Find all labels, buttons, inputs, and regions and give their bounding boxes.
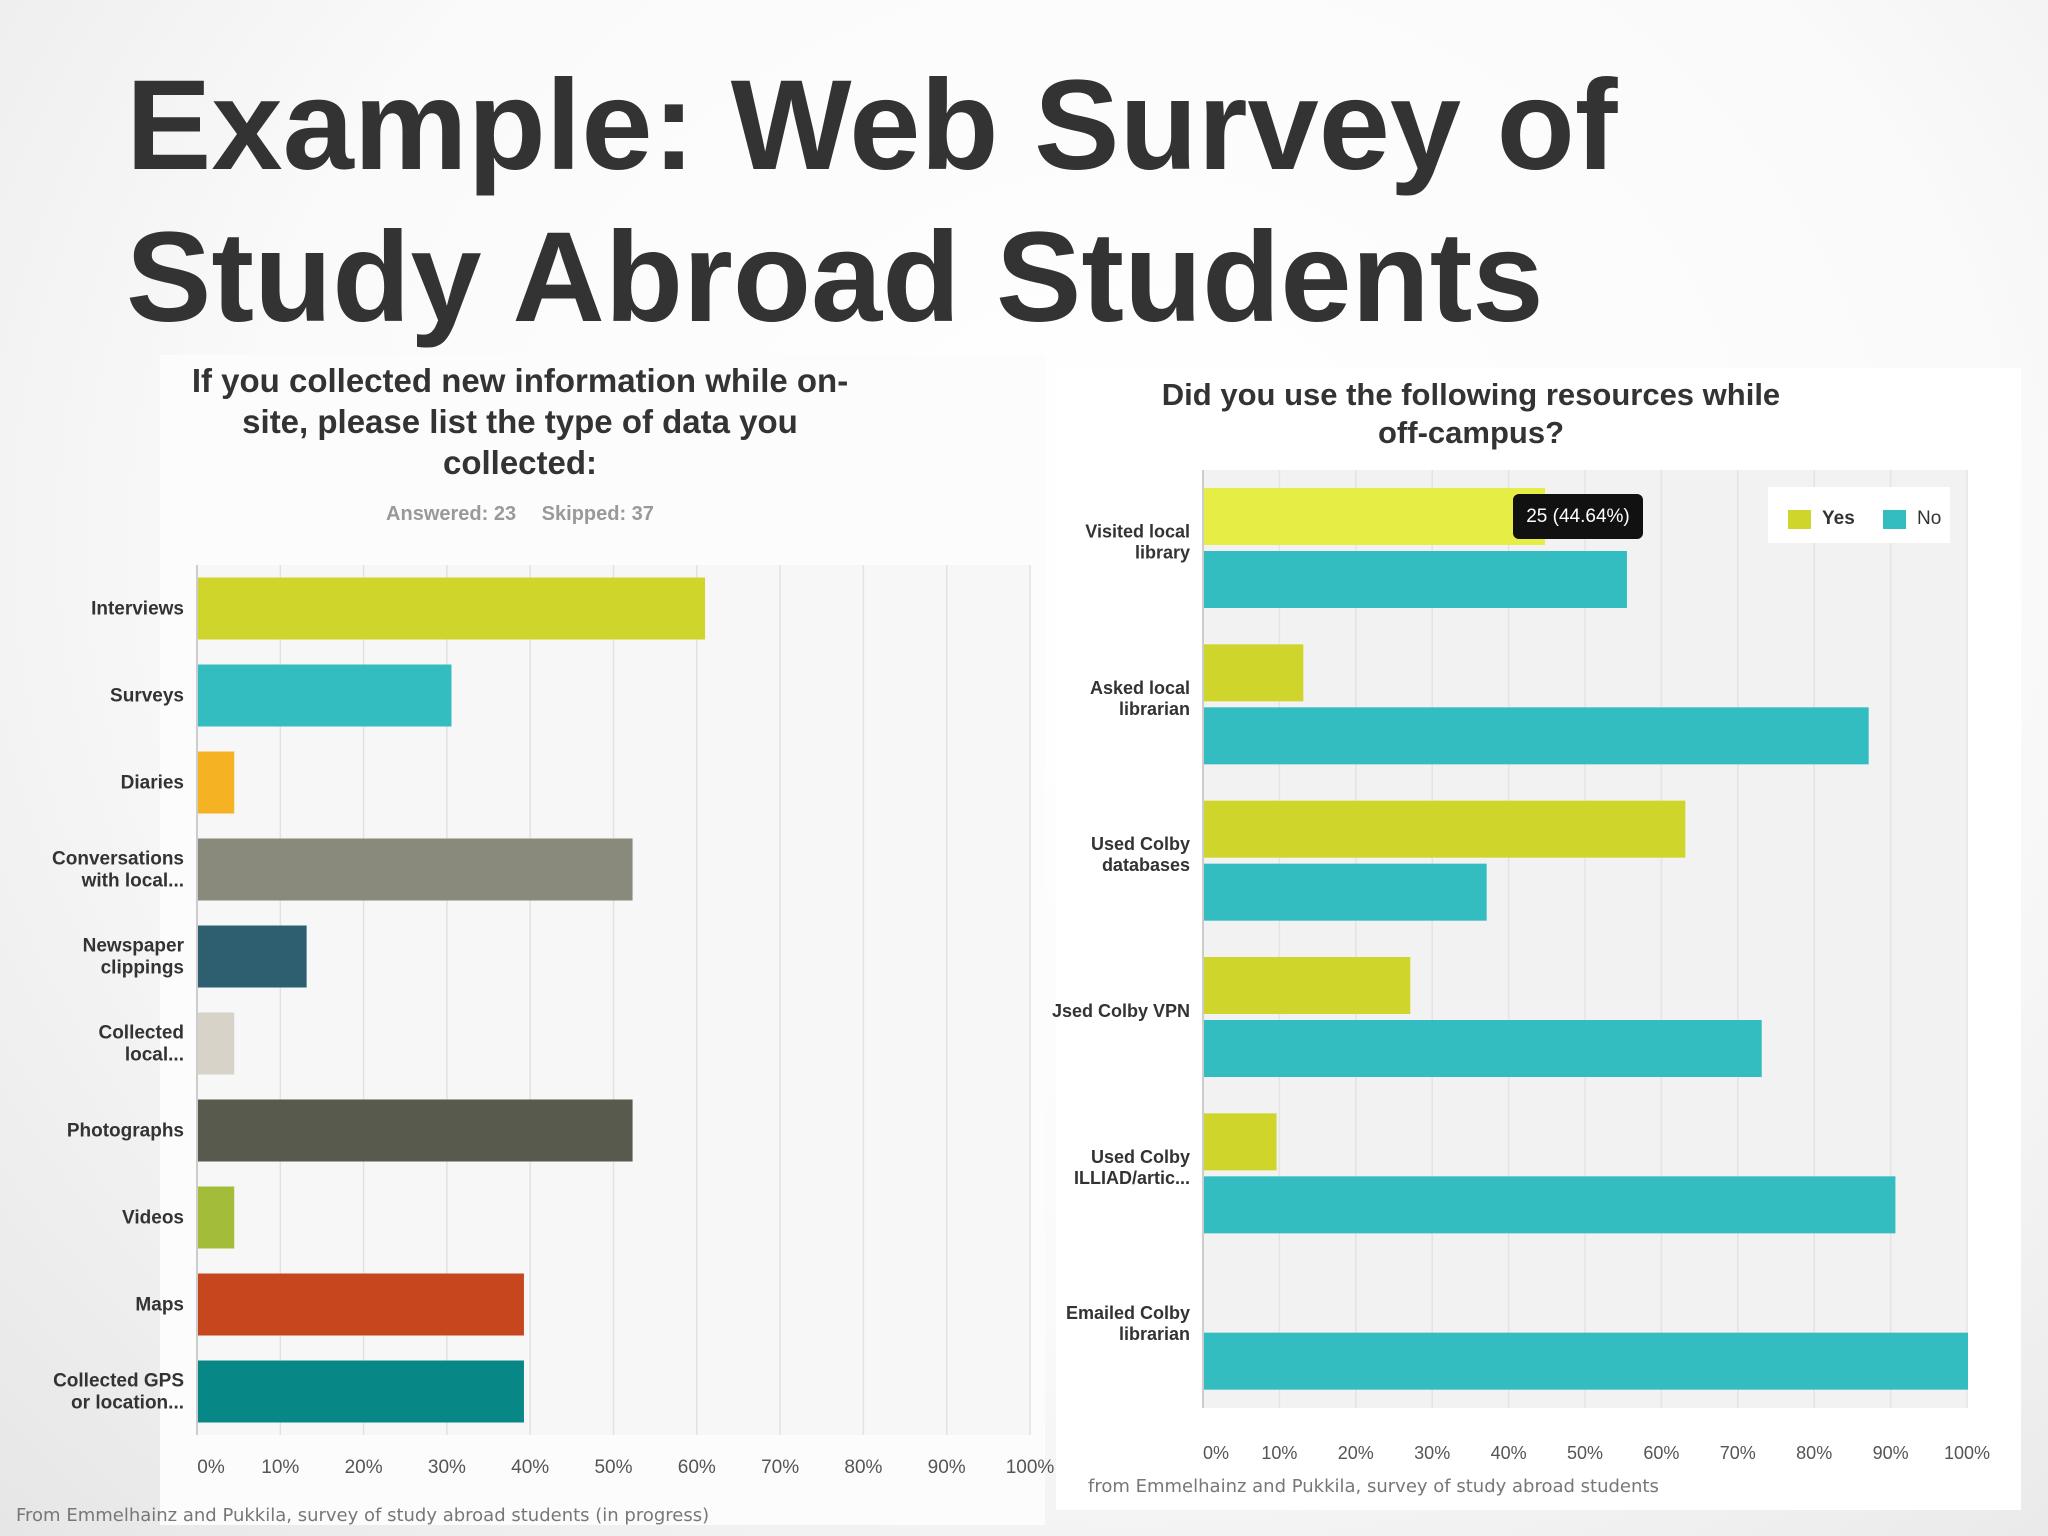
right-category-label: Used Colby databases bbox=[1091, 834, 1190, 875]
right-chart: Visited local library Asked local librarian… bbox=[1052, 470, 1990, 1463]
bar-tooltip: 25 (44.64%) bbox=[1513, 494, 1643, 539]
response-counts: Answered: 23 Skipped: 37 bbox=[160, 503, 880, 526]
left-chart-title-line-1: If you collected new information while o… bbox=[191, 362, 849, 399]
right-tick-label: 90% bbox=[1873, 1443, 1909, 1463]
right-chart-title: Did you use the following resources whil… bbox=[1066, 376, 1876, 452]
left-category-label: Photographs bbox=[67, 1121, 184, 1142]
right-category-label: Emailed Colby librarian bbox=[1066, 1303, 1190, 1344]
slide-title-line-2: Study Abroad Students bbox=[126, 206, 1544, 349]
right-category-label: Used Colby ILLIAD/artic... bbox=[1074, 1147, 1190, 1188]
legend-swatch-no bbox=[1883, 510, 1906, 529]
right-bar-no bbox=[1204, 1020, 1762, 1077]
left-tick-label: 90% bbox=[928, 1457, 966, 1478]
left-tick-label: 50% bbox=[594, 1457, 632, 1478]
right-bar-no bbox=[1204, 1176, 1896, 1234]
right-chart-title-line-2: off-campus? bbox=[1378, 415, 1564, 450]
left-tick-label: 40% bbox=[511, 1457, 549, 1478]
right-chart-source: from Emmelhainz and Pukkila, survey of s… bbox=[1088, 1476, 1659, 1497]
slide-title-line-1: Example: Web Survey of bbox=[126, 54, 1618, 197]
right-tick-label: 60% bbox=[1643, 1443, 1679, 1463]
left-bar bbox=[198, 1273, 524, 1336]
legend-swatch-yes bbox=[1788, 510, 1811, 529]
left-bar bbox=[198, 925, 307, 988]
right-category-label: Jsed Colby VPN bbox=[1052, 1001, 1190, 1021]
left-bar bbox=[198, 577, 706, 640]
right-tick-label: 70% bbox=[1720, 1443, 1756, 1463]
right-tick-label: 50% bbox=[1567, 1443, 1603, 1463]
tooltip-text: 25 (44.64%) bbox=[1526, 506, 1630, 527]
left-tick-label: 0% bbox=[197, 1457, 225, 1478]
left-category-label: Diaries bbox=[121, 773, 184, 794]
left-category-label: Newspaper clippings bbox=[83, 936, 185, 979]
left-chart-title: If you collected new information while o… bbox=[160, 360, 880, 483]
right-tick-label: 30% bbox=[1414, 1443, 1450, 1463]
left-category-label: Surveys bbox=[110, 686, 184, 707]
slide-title: Example: Web Survey of Study Abroad Stud… bbox=[126, 50, 1826, 354]
right-tick-label: 0% bbox=[1203, 1443, 1229, 1463]
right-bar-yes bbox=[1204, 957, 1411, 1014]
left-tick-label: 10% bbox=[261, 1457, 299, 1478]
left-bar bbox=[198, 664, 452, 727]
legend-label-no: No bbox=[1917, 508, 1941, 529]
right-bar-yes bbox=[1204, 800, 1686, 858]
right-tick-label: 40% bbox=[1491, 1443, 1527, 1463]
right-category-label: Asked local librarian bbox=[1090, 678, 1190, 719]
left-category-label: Interviews bbox=[91, 599, 184, 620]
left-chart-title-line-3: collected: bbox=[442, 444, 598, 481]
right-chart-title-line-1: Did you use the following resources whil… bbox=[1161, 377, 1781, 412]
right-tick-label: 100% bbox=[1944, 1443, 1990, 1463]
answered-count: Answered: 23 bbox=[386, 503, 517, 525]
right-tick-label: 80% bbox=[1796, 1443, 1832, 1463]
right-category-label: Visited local library bbox=[1085, 522, 1190, 563]
left-category-label: Maps bbox=[135, 1295, 184, 1316]
right-bar-yes bbox=[1204, 644, 1304, 702]
left-tick-label: 70% bbox=[761, 1457, 799, 1478]
legend-label-yes: Yes bbox=[1822, 508, 1855, 529]
left-category-label: Collected local... bbox=[98, 1023, 184, 1066]
right-bar-no bbox=[1204, 707, 1869, 765]
left-tick-label: 20% bbox=[345, 1457, 383, 1478]
left-tick-label: 30% bbox=[428, 1457, 466, 1478]
left-tick-label: 60% bbox=[678, 1457, 716, 1478]
left-category-label: Videos bbox=[122, 1208, 184, 1229]
left-bar bbox=[198, 1360, 524, 1423]
right-bar-yes bbox=[1204, 1113, 1277, 1171]
left-chart-source: From Emmelhainz and Pukkila, survey of s… bbox=[16, 1505, 710, 1526]
right-bar-yes bbox=[1204, 488, 1546, 545]
right-tick-label: 10% bbox=[1261, 1443, 1297, 1463]
left-bar bbox=[198, 1099, 633, 1162]
left-tick-label: 80% bbox=[844, 1457, 882, 1478]
left-bar bbox=[198, 751, 235, 814]
left-category-label: Conversations with local... bbox=[52, 849, 184, 892]
left-bar bbox=[198, 1186, 235, 1249]
tooltip-box bbox=[1513, 494, 1643, 539]
left-tick-label: 100% bbox=[1006, 1457, 1055, 1478]
right-bar-no bbox=[1204, 1332, 1968, 1390]
right-chart-legend: Yes No bbox=[1768, 487, 1950, 543]
left-bar bbox=[198, 1012, 235, 1075]
left-category-label: Collected GPS or location... bbox=[53, 1371, 184, 1414]
skipped-count: Skipped: 37 bbox=[541, 503, 654, 525]
right-bar-no bbox=[1204, 863, 1487, 921]
left-chart-title-line-2: site, please list the type of data you bbox=[242, 403, 798, 440]
right-tick-label: 20% bbox=[1338, 1443, 1374, 1463]
left-chart: Interviews Surveys Diaries Conversations wit… bbox=[52, 565, 1054, 1478]
right-bar-no bbox=[1204, 551, 1627, 608]
left-bar bbox=[198, 838, 633, 901]
